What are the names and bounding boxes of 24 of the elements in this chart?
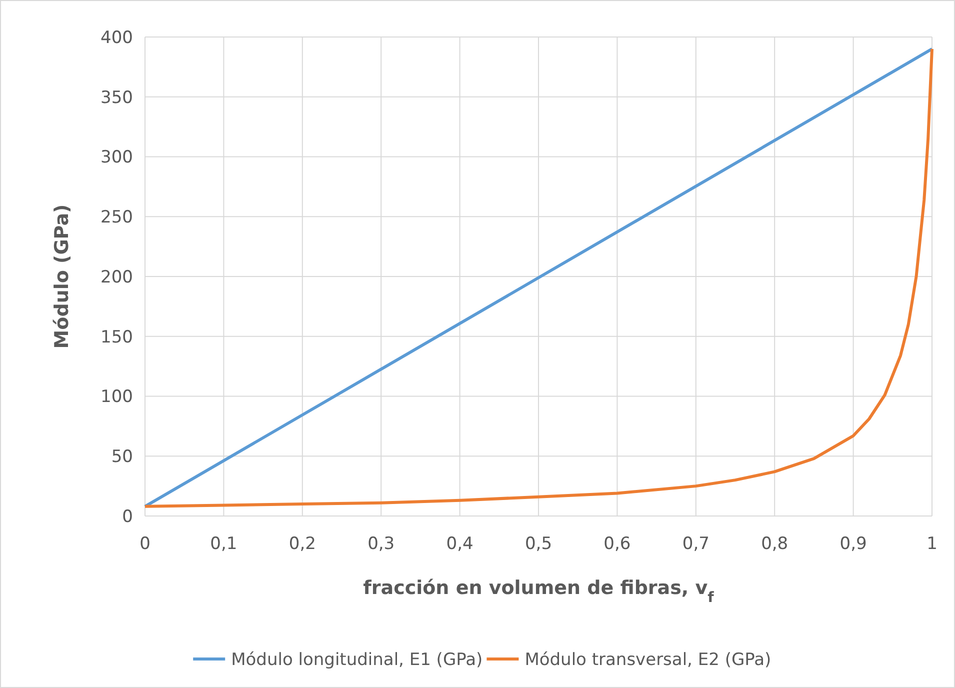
legend-label: Módulo longitudinal, E1 (GPa): [231, 650, 483, 670]
x-tick-label: 0,8: [761, 534, 788, 554]
y-tick-label: 350: [100, 88, 133, 108]
y-tick-label: 400: [100, 28, 133, 48]
x-tick-label: 0,9: [840, 534, 867, 554]
y-axis-title: Módulo (GPa): [51, 204, 73, 349]
x-tick-label: 0,7: [682, 534, 710, 554]
x-tick-label: 0,3: [368, 534, 395, 554]
x-tick-label: 0,4: [446, 534, 474, 554]
y-tick-label: 250: [100, 208, 133, 228]
x-tick-label: 0,6: [604, 534, 631, 554]
y-tick-label: 0: [122, 506, 133, 527]
x-axis-title: fracción en volumen de fibras, v$_{f}$: [363, 577, 715, 606]
y-tick-label: 100: [100, 387, 133, 408]
x-tick-label: 0,5: [524, 534, 552, 554]
y-tick-label: 300: [100, 148, 133, 168]
x-tick-label: 0,2: [288, 534, 316, 554]
x-tick-label: 1: [926, 534, 938, 554]
y-tick-label: 200: [100, 267, 133, 288]
y-tick-label: 50: [111, 447, 133, 468]
x-tick-label: 0: [140, 534, 150, 554]
y-tick-label: 150: [100, 327, 133, 348]
x-tick-label: 0,1: [210, 534, 238, 554]
legend-label: Módulo transversal, E2 (GPa): [524, 650, 772, 670]
